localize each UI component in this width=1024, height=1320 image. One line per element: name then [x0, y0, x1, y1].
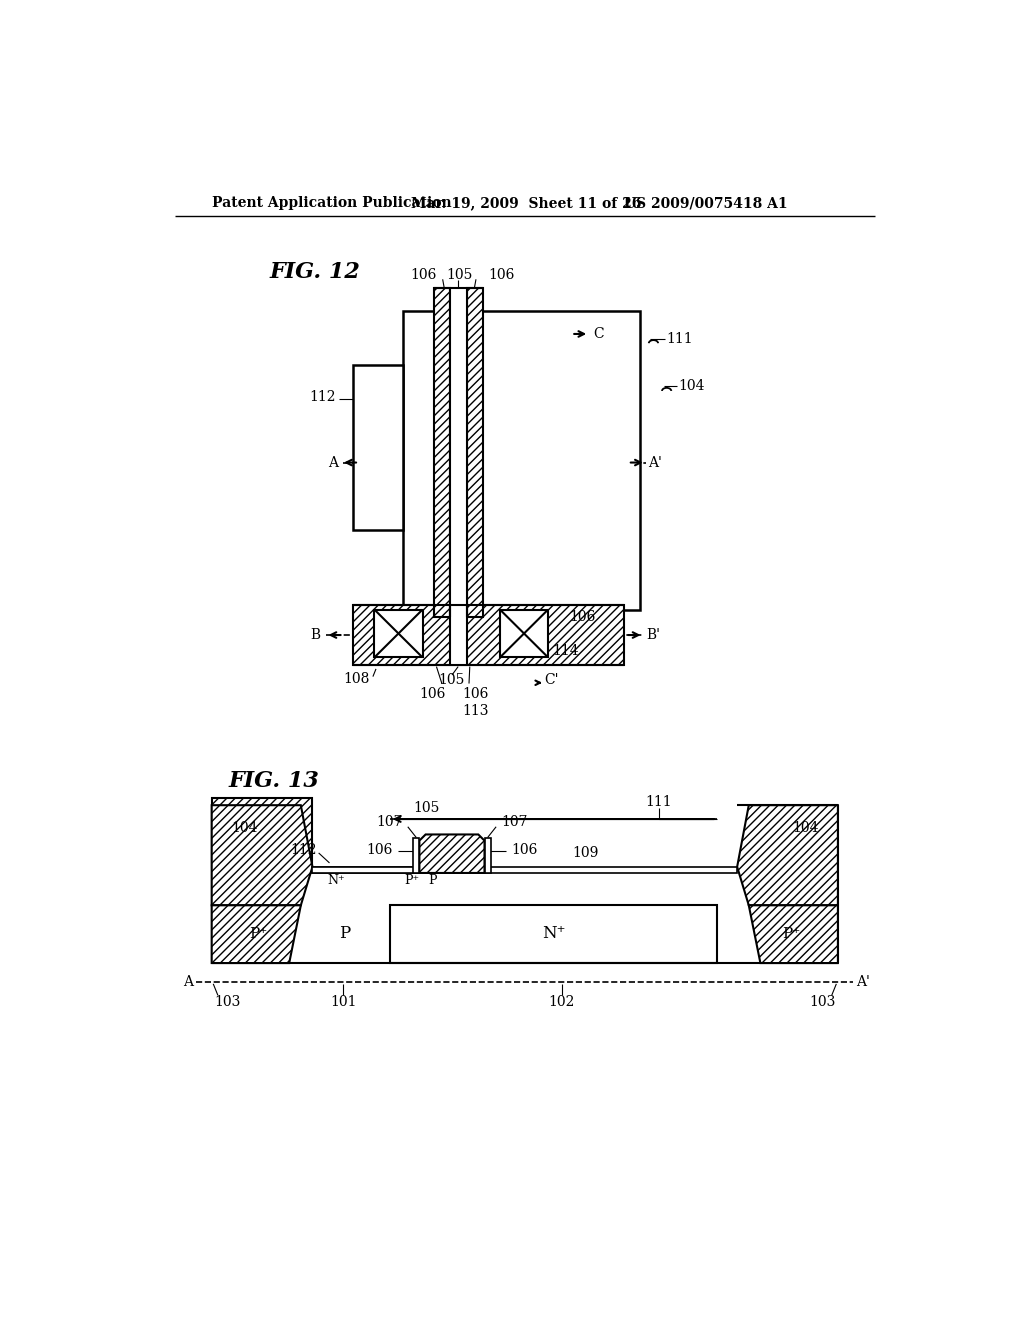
Text: 112: 112 [309, 391, 336, 404]
Text: 101: 101 [330, 994, 356, 1008]
Text: 104: 104 [678, 379, 705, 392]
Bar [450, 288, 467, 616]
Text: 108: 108 [343, 672, 370, 686]
Bar [450, 605, 467, 665]
Text: 111: 111 [667, 333, 693, 346]
Text: FIG. 13: FIG. 13 [228, 770, 319, 792]
Text: N⁺: N⁺ [327, 874, 344, 887]
Polygon shape [212, 797, 312, 867]
Text: P: P [428, 874, 437, 887]
Text: 106: 106 [420, 686, 445, 701]
Bar [500, 610, 548, 657]
Text: 109: 109 [572, 846, 598, 859]
Polygon shape [749, 906, 838, 964]
Text: B': B' [646, 628, 660, 642]
Text: 106: 106 [366, 843, 392, 857]
Bar [352, 364, 403, 531]
Polygon shape [212, 906, 301, 964]
Text: P⁺: P⁺ [249, 927, 267, 941]
Text: 111: 111 [645, 795, 672, 809]
Polygon shape [420, 834, 484, 873]
Text: 102: 102 [549, 994, 575, 1008]
Bar [390, 906, 717, 964]
Text: US 2009/0075418 A1: US 2009/0075418 A1 [624, 197, 787, 210]
Text: A: A [329, 455, 338, 470]
Bar [403, 312, 640, 610]
Text: P⁺: P⁺ [404, 874, 419, 887]
Text: 103: 103 [809, 994, 836, 1008]
Bar [352, 605, 624, 665]
Text: 104: 104 [793, 821, 818, 836]
Bar [414, 838, 420, 873]
Text: 114: 114 [552, 644, 579, 659]
Bar [375, 610, 423, 657]
Text: B: B [310, 628, 321, 642]
Bar [312, 867, 434, 873]
Text: A': A' [856, 975, 869, 989]
Text: P: P [339, 925, 350, 942]
Text: 113: 113 [462, 705, 488, 718]
Polygon shape [212, 805, 312, 906]
Text: 107: 107 [376, 816, 402, 829]
Text: 105: 105 [446, 268, 473, 282]
Text: N⁺: N⁺ [542, 925, 565, 942]
Text: A': A' [648, 455, 662, 470]
Text: A: A [183, 975, 194, 989]
Text: 105: 105 [414, 801, 439, 816]
Text: FIG. 12: FIG. 12 [269, 261, 359, 284]
Text: 106: 106 [569, 610, 596, 624]
Bar [467, 288, 483, 616]
Bar [434, 288, 450, 616]
Text: 106: 106 [410, 268, 436, 282]
Text: Patent Application Publication: Patent Application Publication [212, 197, 452, 210]
Bar [312, 867, 737, 873]
Text: Mar. 19, 2009  Sheet 11 of 26: Mar. 19, 2009 Sheet 11 of 26 [411, 197, 641, 210]
Text: 107: 107 [502, 816, 528, 829]
Text: 106: 106 [488, 268, 515, 282]
Text: 104: 104 [231, 821, 257, 836]
Text: C: C [593, 327, 603, 341]
Text: 106: 106 [462, 686, 488, 701]
Text: C': C' [544, 673, 559, 688]
Text: 106: 106 [512, 843, 538, 857]
Bar [484, 838, 490, 873]
Text: P⁺: P⁺ [782, 927, 801, 941]
Polygon shape [737, 805, 838, 906]
Text: 112: 112 [290, 843, 316, 857]
Text: 103: 103 [214, 994, 241, 1008]
Text: 105: 105 [438, 673, 465, 688]
